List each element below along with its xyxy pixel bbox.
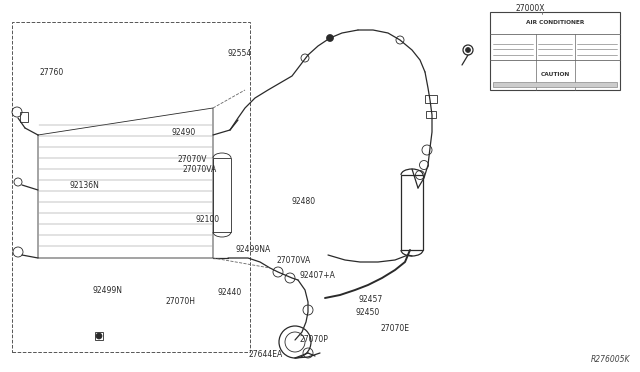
Bar (493, 82, 617, 87)
Text: 27070P: 27070P (300, 335, 328, 344)
Bar (12, 22, 250, 352)
Bar (490, 12, 620, 90)
Bar (426, 111, 436, 118)
Text: CAUTION: CAUTION (540, 72, 570, 77)
Text: 27760: 27760 (40, 68, 64, 77)
Text: 27070VA: 27070VA (276, 256, 311, 265)
Text: 92440: 92440 (218, 288, 242, 296)
Text: 92457: 92457 (358, 295, 383, 304)
Text: 92480: 92480 (291, 197, 316, 206)
Text: R276005K: R276005K (591, 355, 630, 364)
Bar (95, 332, 103, 340)
Circle shape (465, 48, 470, 52)
Bar (425, 95, 437, 103)
Text: 27070E: 27070E (381, 324, 410, 333)
Circle shape (96, 333, 102, 339)
Text: 27070VA: 27070VA (182, 165, 217, 174)
Text: 92100: 92100 (195, 215, 220, 224)
Bar (20, 112, 28, 122)
Text: 92490: 92490 (172, 128, 196, 137)
Bar (401, 175, 423, 250)
Text: 92407+A: 92407+A (300, 271, 335, 280)
Text: AIR CONDITIONER: AIR CONDITIONER (526, 20, 584, 25)
Bar (213, 158, 231, 232)
Text: 27070V: 27070V (178, 155, 207, 164)
Text: 27000X: 27000X (516, 3, 545, 13)
Text: 92499NA: 92499NA (236, 246, 271, 254)
Text: 92499N: 92499N (93, 286, 123, 295)
Text: 92450: 92450 (355, 308, 380, 317)
Text: 27070H: 27070H (165, 297, 195, 306)
Text: 92136N: 92136N (69, 181, 99, 190)
Text: 92554: 92554 (227, 49, 252, 58)
Text: 27644EA: 27644EA (248, 350, 283, 359)
Circle shape (326, 35, 333, 42)
